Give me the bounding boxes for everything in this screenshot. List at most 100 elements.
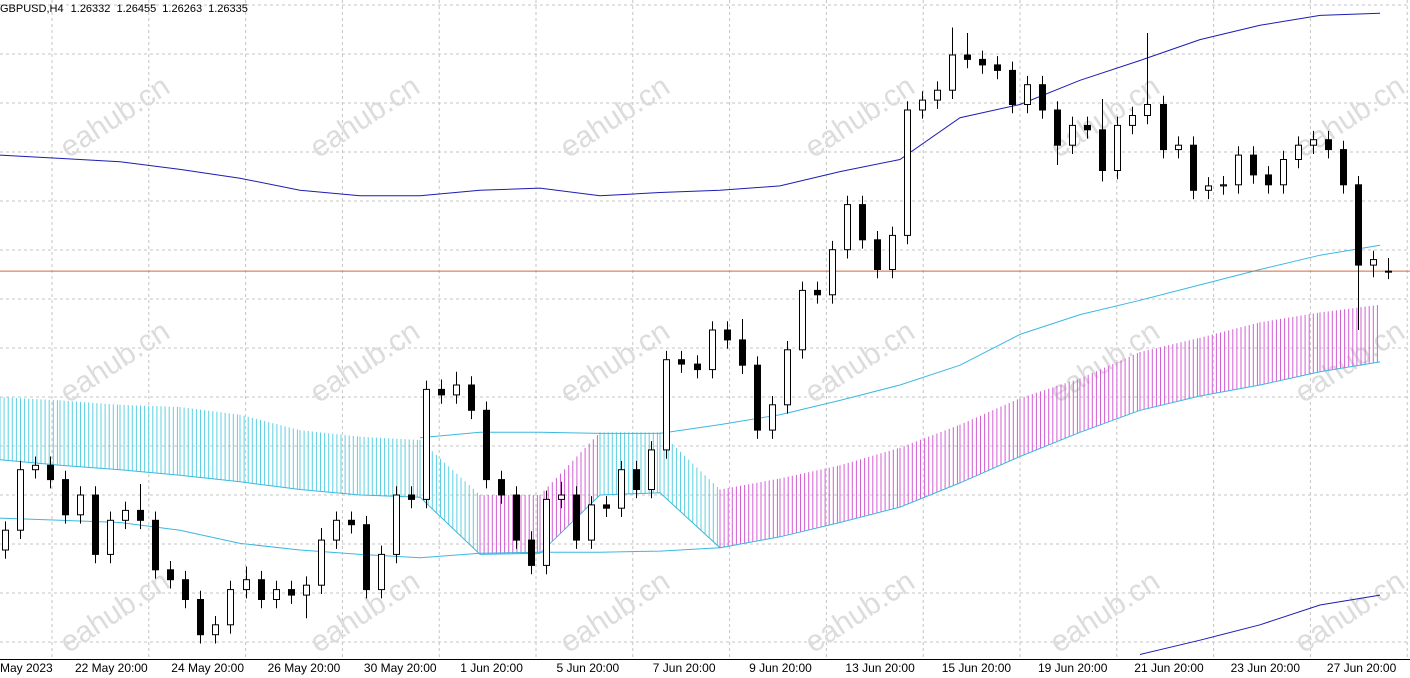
watermark: eahub.cn xyxy=(554,315,676,410)
cloud-segment xyxy=(1019,379,1078,457)
candle-body xyxy=(62,479,69,516)
candle-body xyxy=(32,464,39,471)
candle-body xyxy=(513,494,520,541)
candle xyxy=(348,511,355,534)
candle xyxy=(618,460,625,517)
candle-body xyxy=(47,464,54,481)
candle xyxy=(949,27,956,99)
candle-body xyxy=(1190,144,1197,191)
indicator-line xyxy=(0,12,1381,197)
low-price: 1.26263 xyxy=(162,3,202,15)
candle xyxy=(694,355,701,379)
candle xyxy=(137,484,144,530)
watermark: eahub.cn xyxy=(1044,565,1166,660)
high-price: 1.26455 xyxy=(116,3,156,15)
candle-body xyxy=(648,449,655,490)
candle-body xyxy=(874,239,881,271)
candle-body xyxy=(859,204,866,241)
candle xyxy=(182,570,189,609)
candle-body xyxy=(603,504,610,509)
cloud-segment xyxy=(1319,305,1378,372)
candle-body xyxy=(273,589,280,600)
cloud-segment xyxy=(1139,338,1198,411)
cloud-segment xyxy=(779,465,838,537)
candle-body xyxy=(453,384,460,396)
time-label: May 2023 xyxy=(0,661,53,675)
watermark: eahub.cn xyxy=(54,565,176,660)
candle xyxy=(709,321,716,379)
cloud-segment xyxy=(899,425,958,508)
candle xyxy=(543,490,550,575)
watermark: eahub.cn xyxy=(54,70,176,165)
candle xyxy=(844,195,851,259)
candle-body xyxy=(528,539,535,566)
candle xyxy=(904,101,911,245)
time-label: 26 May 20:00 xyxy=(268,661,341,675)
candle xyxy=(92,486,99,564)
candle xyxy=(633,460,640,499)
candle-body xyxy=(814,289,821,296)
candle xyxy=(829,240,836,304)
cloud xyxy=(0,305,1378,555)
candle-body xyxy=(769,404,776,431)
watermarks: eahub.cn eahub.cn eahub.cn eahub.cn eahub.cn… xyxy=(54,70,1410,660)
candle xyxy=(528,531,535,575)
watermark: eahub.cn xyxy=(554,565,676,660)
candle-body xyxy=(378,553,385,591)
candle-body xyxy=(258,579,265,601)
candle xyxy=(122,501,129,530)
candle xyxy=(62,470,69,524)
candle xyxy=(1190,136,1197,200)
candle-body xyxy=(618,469,625,509)
cloud-segment xyxy=(719,478,778,548)
candle-body xyxy=(694,363,701,371)
candle-body xyxy=(288,589,295,596)
cloud-segment xyxy=(59,400,118,470)
candle-body xyxy=(1069,124,1076,146)
candle xyxy=(979,50,986,74)
candle-body xyxy=(393,494,400,555)
candle xyxy=(483,401,490,489)
time-label: 24 May 20:00 xyxy=(171,661,244,675)
candle xyxy=(889,226,896,279)
candle xyxy=(318,528,325,594)
grid xyxy=(0,0,1410,659)
candle-body xyxy=(1310,139,1317,146)
candle-body xyxy=(1295,144,1302,160)
candle xyxy=(859,195,866,249)
candle-body xyxy=(1265,174,1272,186)
candle-body xyxy=(1280,159,1287,186)
header: GBPUSD,H4 1.26332 1.26455 1.26263 1.2633… xyxy=(0,3,248,15)
candle xyxy=(1340,140,1347,194)
candle xyxy=(573,486,580,549)
candle-body xyxy=(318,539,325,586)
time-label: 7 Jun 20:00 xyxy=(653,661,716,675)
cloud-segment xyxy=(0,397,58,466)
candle xyxy=(769,396,776,439)
candle xyxy=(1175,136,1182,159)
candle xyxy=(1024,75,1031,114)
candle-body xyxy=(799,289,806,351)
time-label: 13 Jun 20:00 xyxy=(845,661,915,675)
candle-body xyxy=(333,519,340,541)
time-label: 9 Jun 20:00 xyxy=(749,661,812,675)
watermark: eahub.cn xyxy=(54,315,176,410)
candle xyxy=(678,350,685,373)
candle xyxy=(663,350,670,459)
candle xyxy=(814,281,821,304)
candle-body xyxy=(844,204,851,251)
indicator-line xyxy=(0,361,1381,555)
candle-body xyxy=(543,498,550,566)
candle-body xyxy=(468,384,475,411)
indicator-line xyxy=(1139,594,1381,655)
candle-body xyxy=(408,494,415,500)
candle-body xyxy=(739,339,746,366)
candle-body xyxy=(663,359,670,451)
candle xyxy=(227,580,234,634)
candle xyxy=(107,511,114,564)
candle xyxy=(1129,106,1136,135)
candle xyxy=(243,566,250,599)
candle-body xyxy=(107,519,114,555)
cloud-segment xyxy=(299,430,358,495)
candle-body xyxy=(152,519,159,571)
